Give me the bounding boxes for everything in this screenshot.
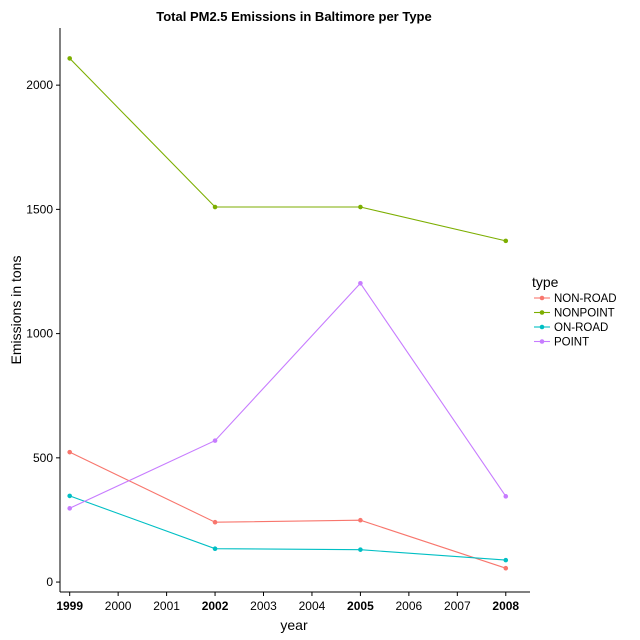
legend-key-point-nonpoint — [539, 310, 545, 315]
series-line-point — [69, 282, 507, 509]
data-point-nonpoint — [212, 204, 218, 210]
legend-key-point-point — [539, 339, 545, 344]
chart-title: Total PM2.5 Emissions in Baltimore per T… — [156, 9, 431, 24]
x-tick-label: 2004 — [299, 599, 326, 613]
data-point-non-road — [212, 519, 218, 525]
data-point-point — [358, 280, 363, 286]
x-tick-label: 1999 — [56, 599, 83, 613]
legend-title: type — [532, 274, 559, 290]
data-point-on-road — [212, 546, 218, 551]
y-tick-label: 2000 — [26, 78, 53, 92]
data-point-nonpoint — [503, 238, 509, 244]
x-tick-label: 2002 — [202, 599, 229, 613]
data-point-on-road — [503, 557, 509, 563]
data-point-point — [212, 438, 218, 443]
x-axis-label: year — [280, 617, 308, 633]
x-tick-label: 2006 — [396, 599, 423, 613]
y-tick-label: 1000 — [26, 327, 53, 341]
legend-entry-point: POINT — [554, 337, 589, 349]
data-point-nonpoint — [358, 204, 363, 210]
y-tick-label: 1500 — [26, 202, 53, 216]
data-point-point — [67, 506, 72, 511]
y-tick-label: 500 — [33, 451, 53, 465]
data-point-point — [503, 494, 509, 499]
series-line-on-road — [69, 495, 506, 561]
data-point-nonpoint — [67, 56, 72, 61]
x-tick-label: 2008 — [492, 599, 519, 613]
x-tick-label: 2005 — [347, 599, 374, 613]
data-point-on-road — [67, 493, 72, 499]
data-point-non-road — [67, 449, 72, 455]
plot-area — [67, 56, 509, 571]
y-axis-label: Emissions in tons — [8, 256, 24, 365]
legend-entry-non-road: NON-ROAD — [554, 293, 617, 305]
legend-key-point-non-road — [539, 295, 545, 301]
legend-entry-nonpoint: NONPOINT — [554, 308, 615, 320]
data-point-non-road — [358, 517, 363, 523]
data-point-non-road — [503, 565, 509, 571]
legend-entry-on-road: ON-ROAD — [554, 322, 608, 334]
axes: 0 500 1000 1500 2000 1999 2000 2001 2002 2003 2004… — [26, 28, 530, 613]
x-tick-label: 2000 — [105, 599, 132, 613]
legend-key-point-on-road — [539, 324, 545, 330]
series-line-nonpoint — [69, 58, 506, 242]
x-tick-label: 2003 — [250, 599, 277, 613]
data-point-on-road — [358, 547, 363, 552]
x-tick-label: 2001 — [153, 599, 180, 613]
legend: type NON-ROAD NONPOINT ON-ROAD POINT — [532, 274, 617, 349]
y-tick-label: 0 — [46, 575, 53, 589]
series-line-non-road — [69, 451, 506, 569]
x-tick-label: 2007 — [444, 599, 471, 613]
